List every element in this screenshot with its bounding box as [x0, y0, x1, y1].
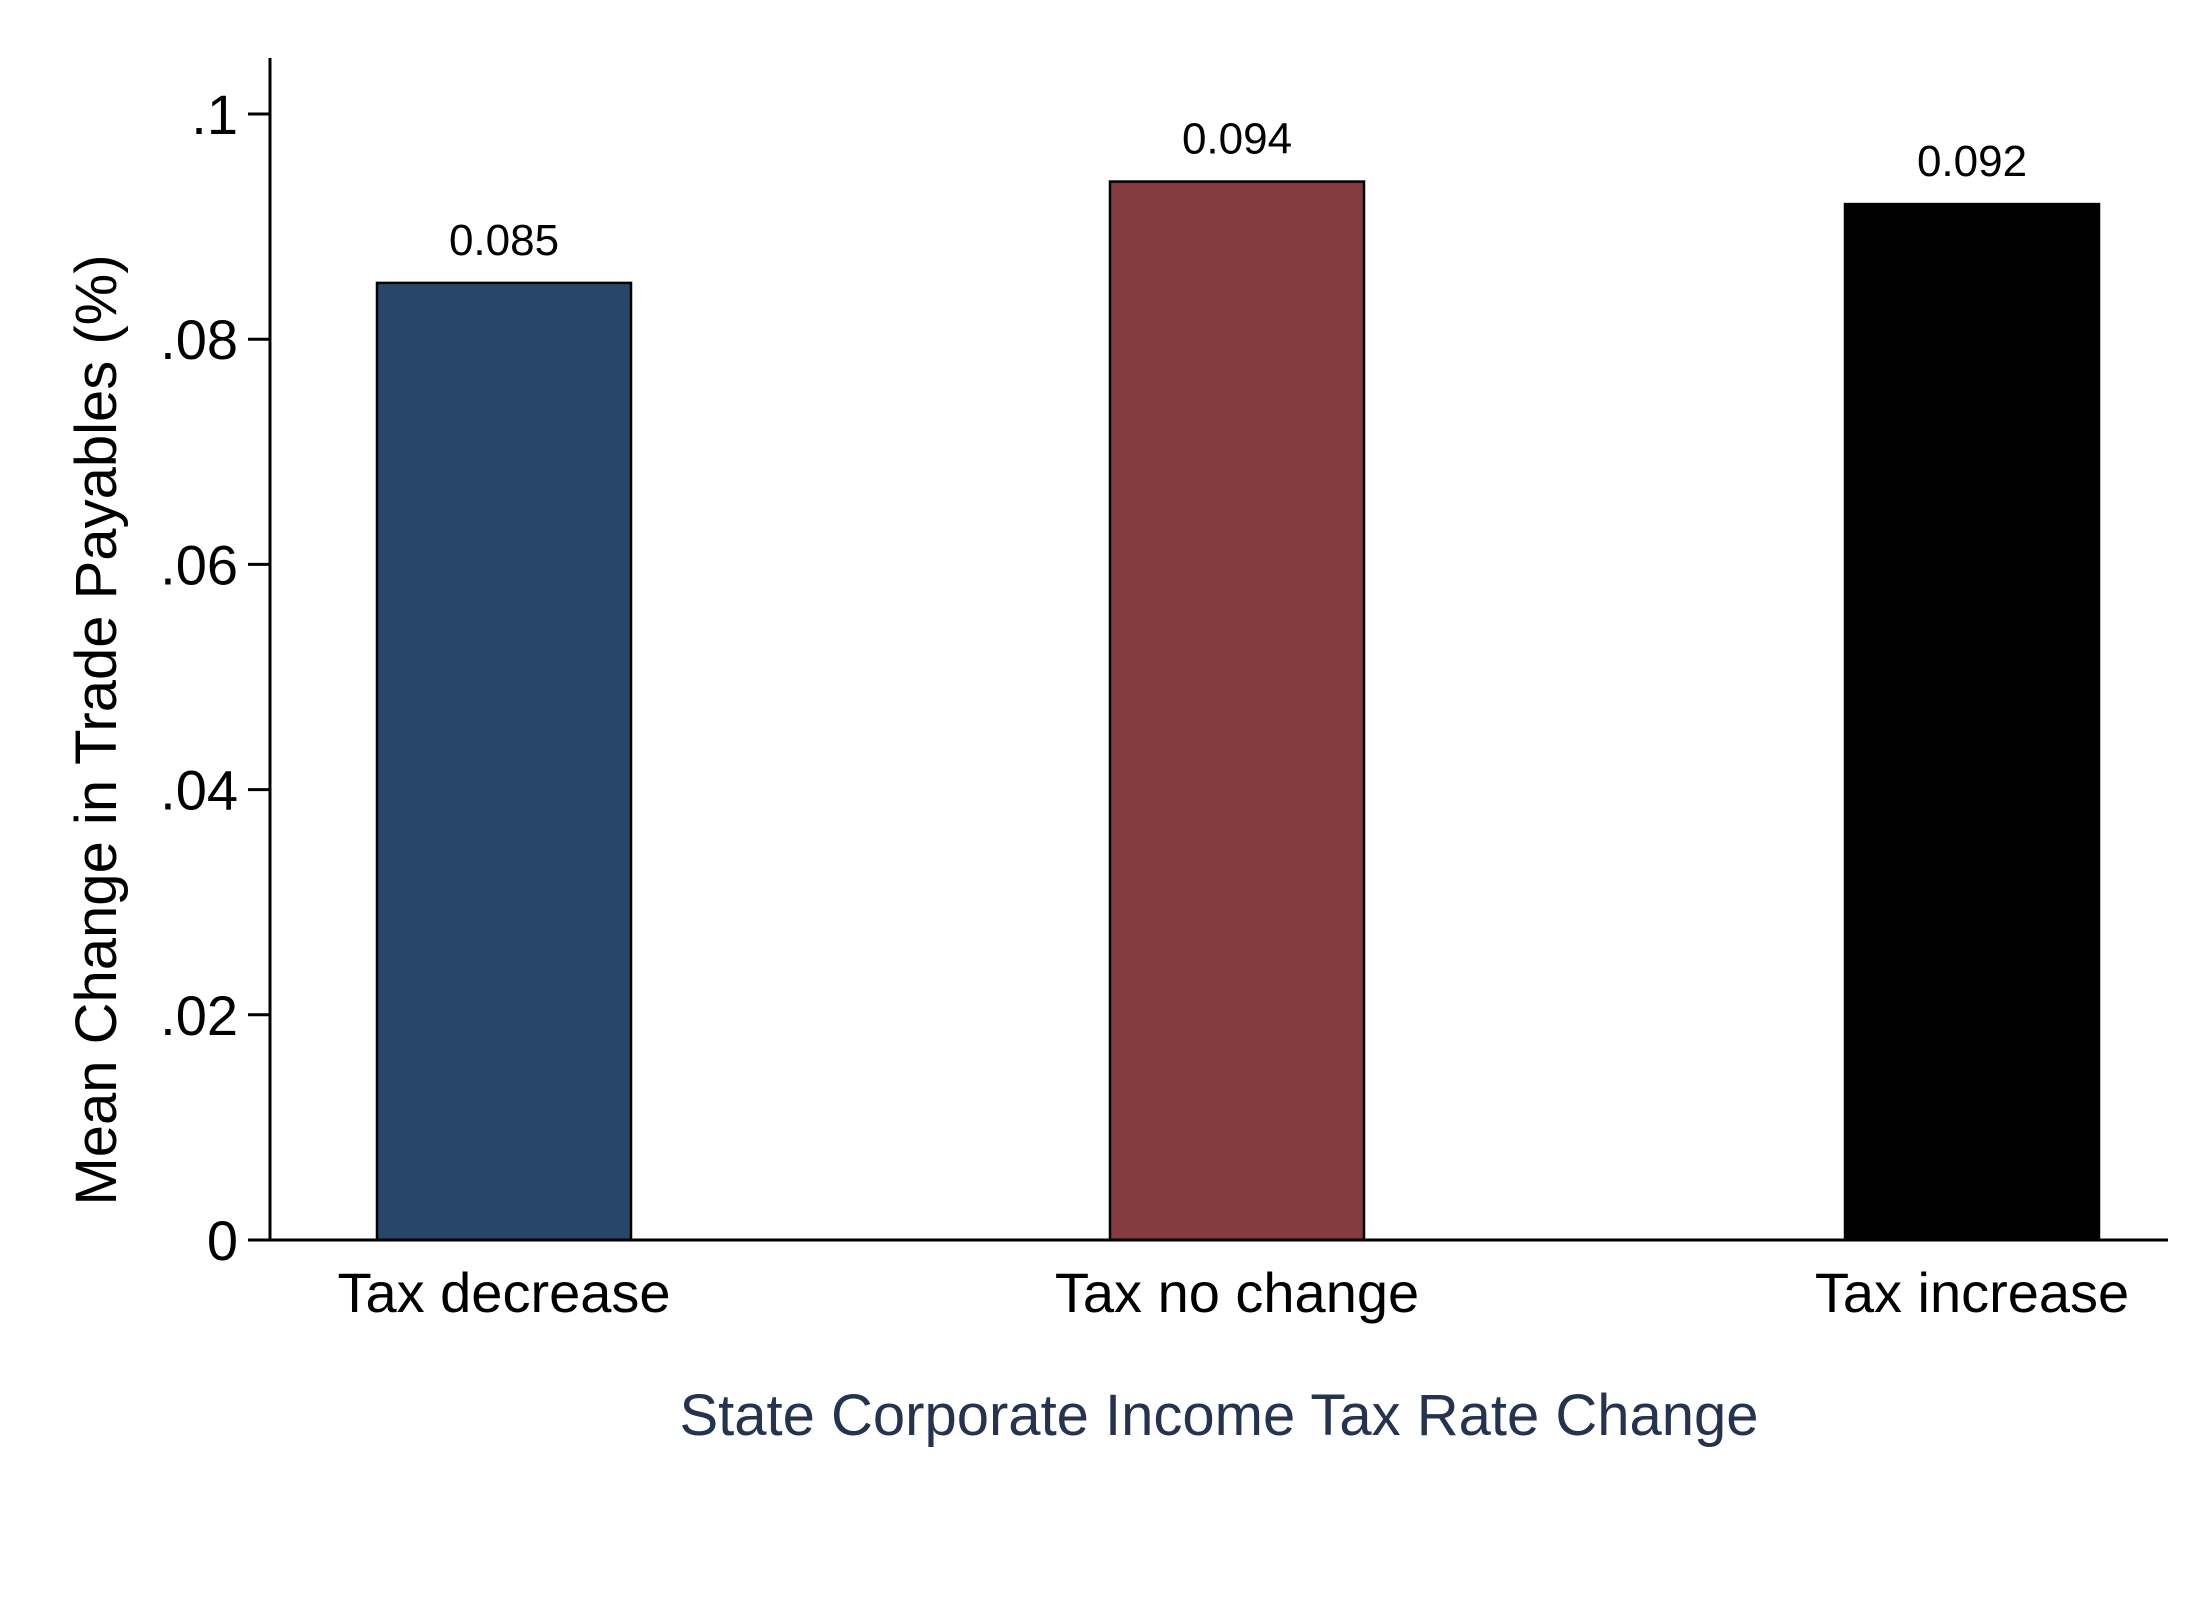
x-tick-label: Tax increase — [1815, 1261, 2129, 1324]
x-tick-label: Tax no change — [1055, 1261, 1419, 1324]
bar-value-labels: 0.085 0.094 0.092 — [449, 115, 2027, 265]
y-tick-label: .02 — [160, 984, 238, 1047]
y-axis-ticks: 0 .02 .04 .06 .08 .1 — [160, 83, 270, 1272]
y-axis-title: Mean Change in Trade Payables (%) — [64, 254, 129, 1205]
bar-value-label: 0.085 — [449, 216, 559, 265]
y-tick-label: .1 — [191, 83, 238, 146]
bar-tax-no-change — [1108, 180, 1366, 1242]
bar-value-label: 0.092 — [1917, 137, 2027, 186]
x-axis-tick-labels: Tax decrease Tax no change Tax increase — [337, 1261, 2129, 1324]
x-axis-title: State Corporate Income Tax Rate Change — [679, 1383, 1758, 1448]
bars — [375, 180, 2101, 1242]
y-tick-label: 0 — [207, 1209, 238, 1272]
bar-tax-increase — [1843, 202, 2101, 1242]
y-tick-label: .08 — [160, 308, 238, 371]
bar-value-label: 0.094 — [1182, 115, 1292, 164]
x-tick-label: Tax decrease — [337, 1261, 670, 1324]
y-tick-label: .04 — [160, 759, 238, 822]
bar-tax-decrease — [375, 281, 633, 1242]
y-tick-label: .06 — [160, 533, 238, 596]
